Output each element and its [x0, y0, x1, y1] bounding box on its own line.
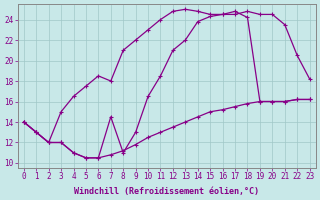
X-axis label: Windchill (Refroidissement éolien,°C): Windchill (Refroidissement éolien,°C): [74, 187, 259, 196]
